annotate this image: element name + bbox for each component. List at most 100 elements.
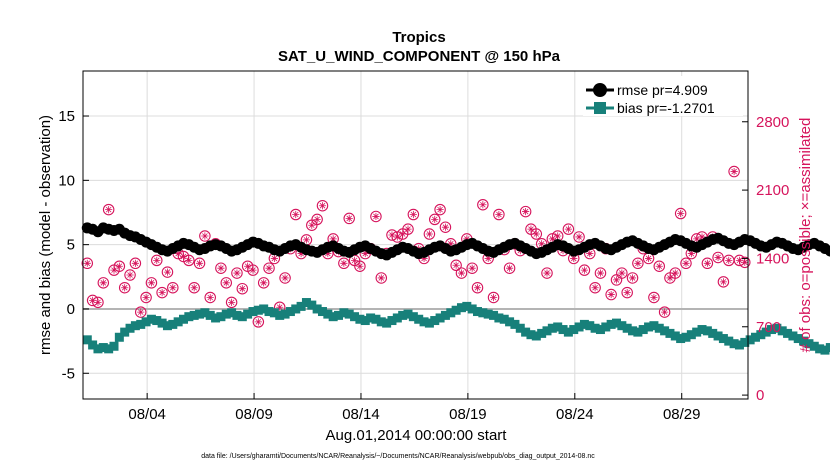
- obs-marker: [188, 281, 200, 294]
- bias-point: [665, 328, 675, 338]
- obs-marker: [167, 281, 179, 294]
- obs-marker: [530, 228, 543, 240]
- bias-point: [162, 321, 172, 331]
- obs-marker: [493, 208, 505, 221]
- obs-marker-circle: [493, 208, 505, 221]
- obs-marker-cross: [222, 279, 230, 287]
- obs-marker-cross: [350, 256, 359, 264]
- obs-marker-circle: [236, 282, 249, 295]
- obs-marker-cross: [115, 262, 123, 270]
- bias-point: [558, 325, 568, 335]
- obs-marker-circle: [455, 267, 468, 279]
- obs-marker-cross: [185, 256, 193, 264]
- obs-marker-circle: [712, 251, 724, 264]
- obs-marker-cross: [714, 253, 722, 262]
- bias-point: [462, 301, 472, 311]
- obs-marker-cross: [687, 249, 695, 258]
- obs-marker-circle: [199, 230, 211, 242]
- obs-marker: [225, 296, 238, 309]
- obs-marker-cross: [468, 264, 476, 272]
- obs-marker-circle: [231, 267, 243, 279]
- obs-marker-cross: [570, 254, 578, 263]
- bias-point: [173, 317, 183, 327]
- obs-marker-cross: [142, 293, 150, 302]
- bias-point: [505, 317, 515, 327]
- bias-point: [825, 343, 830, 353]
- obs-marker: [161, 266, 174, 278]
- obs-marker: [118, 281, 131, 294]
- bias-point: [537, 328, 547, 338]
- obs-marker: [215, 262, 227, 274]
- obs-marker: [247, 264, 259, 276]
- obs-marker-circle: [541, 267, 553, 279]
- obs-marker-circle: [134, 306, 147, 318]
- obs-marker-cross: [484, 254, 492, 263]
- obs-marker-cross: [356, 262, 364, 270]
- y-tick-label-left: 10: [58, 172, 75, 189]
- y-tick-label-left: 5: [67, 237, 75, 254]
- obs-marker-circle: [423, 228, 436, 240]
- bias-point: [660, 326, 670, 336]
- obs-marker: [252, 316, 265, 328]
- legend-bias-marker: [594, 102, 606, 114]
- bias-point: [606, 319, 616, 329]
- bias-point: [301, 298, 311, 308]
- obs-marker-cross: [650, 293, 658, 302]
- bias-point: [708, 328, 718, 338]
- bias-point: [724, 336, 734, 346]
- obs-marker: [263, 262, 275, 274]
- obs-marker-circle: [428, 213, 441, 226]
- bias-point: [269, 308, 279, 318]
- obs-marker-circle: [92, 296, 104, 309]
- obs-marker: [102, 203, 115, 216]
- obs-marker: [573, 231, 585, 243]
- obs-marker: [311, 213, 323, 226]
- plot-frame: [82, 70, 749, 400]
- obs-marker: [129, 257, 142, 270]
- y-tick-label-right: 700: [756, 319, 781, 336]
- obs-marker-cross: [527, 225, 535, 233]
- legend-rmse-label: rmse pr=4.909: [617, 82, 708, 98]
- bias-point: [392, 313, 402, 323]
- bias-point: [216, 312, 226, 322]
- bias-point: [644, 322, 654, 332]
- obs-marker-cross: [677, 209, 685, 218]
- obs-marker: [423, 228, 436, 240]
- obs-marker-cross: [169, 284, 177, 292]
- bias-point: [467, 304, 477, 314]
- bias-point: [200, 308, 210, 318]
- obs-marker-cross: [292, 210, 300, 219]
- bias-point: [205, 310, 215, 320]
- obs-marker-circle: [124, 269, 136, 281]
- obs-marker-circle: [375, 272, 388, 284]
- obs-marker-cross: [206, 293, 214, 302]
- obs-marker-cross: [174, 249, 182, 258]
- obs-marker-circle: [118, 281, 131, 294]
- obs-marker-circle: [247, 264, 259, 276]
- obs-marker-circle: [225, 296, 238, 309]
- obs-marker-circle: [487, 291, 500, 304]
- obs-marker-circle: [717, 276, 730, 288]
- obs-marker: [338, 257, 350, 270]
- obs-marker-cross: [244, 262, 252, 270]
- bias-point: [574, 322, 584, 332]
- obs-marker: [97, 277, 110, 289]
- obs-marker-cross: [372, 212, 380, 221]
- obs-marker-cross: [741, 258, 749, 266]
- bias-point: [515, 323, 525, 333]
- obs-marker-cross: [399, 230, 407, 238]
- obs-marker-cross: [634, 259, 642, 267]
- bias-point: [815, 344, 825, 354]
- obs-marker-cross: [249, 266, 257, 274]
- obs-marker-circle: [183, 254, 195, 267]
- bias-point: [296, 301, 306, 311]
- obs-marker-cross: [270, 254, 278, 263]
- obs-marker-cross: [83, 259, 91, 267]
- bias-point: [697, 325, 707, 335]
- obs-marker-circle: [674, 207, 687, 220]
- bias-point: [387, 316, 397, 326]
- obs-marker-circle: [161, 266, 174, 278]
- bias-point: [195, 309, 205, 319]
- bias-point: [344, 309, 354, 319]
- obs-marker-circle: [471, 281, 484, 294]
